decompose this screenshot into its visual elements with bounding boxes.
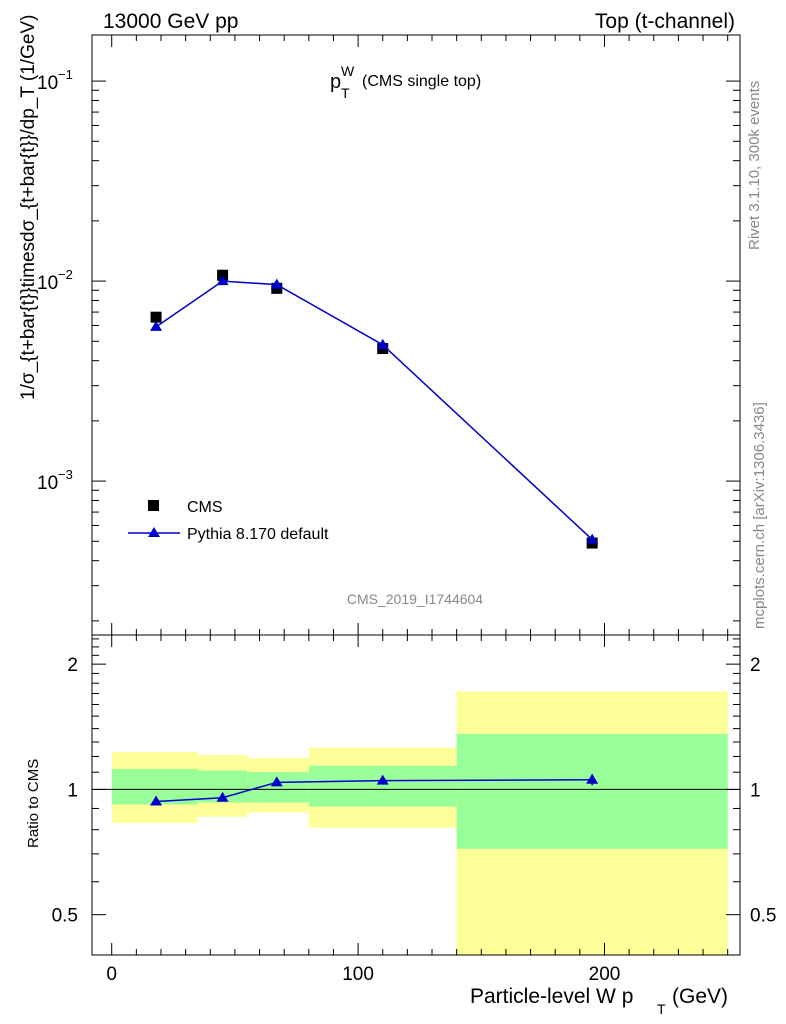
y-tick-label-ratio: 0.5 [52,906,78,927]
ratio-point [270,776,283,787]
pythia-point [216,275,229,286]
x-axis-label: Particle-level W p [470,985,633,1008]
header-left: 13000 GeV pp [103,10,238,33]
y-tick-label-ratio-right: 0.5 [750,906,776,927]
y-tick-label-ratio-right: 2 [750,655,761,676]
plot-title-sub: T [341,85,350,101]
y-tick-label-main-exp: −3 [58,467,73,482]
pythia-point [270,278,283,289]
ratio-bands [111,691,728,955]
band-inner-4 [456,733,728,849]
ratio-y-axis-label: Ratio to CMS [25,759,42,848]
y-tick-label-main: 10 [37,73,58,94]
pythia-point [150,320,163,331]
ratio-plot-frame [91,634,741,956]
main-y-axis-label: 1/σ_{t+bar{t}}timesdσ_{t+bar{t}}/dp_T (1… [18,15,39,400]
plot-title-note: (CMS single top) [362,73,481,90]
legend-mc-marker [148,527,160,537]
legend-cms-label: CMS [187,499,223,516]
y-tick-label-ratio: 1 [67,780,78,801]
cms-point [150,311,162,323]
watermark: CMS_2019_I1744604 [347,591,483,607]
y-tick-label-main: 10 [37,473,58,494]
legend-cms-marker [148,500,159,511]
legend-mc-label: Pythia 8.170 default [187,526,329,543]
side-source-text: mcplots.cern.ch [arXiv:1306.3436] [751,402,768,629]
main-series [150,269,599,549]
x-tick-label: 0 [106,964,117,985]
ratio-point [150,795,163,806]
x-axis-label-sub: T [657,1001,666,1017]
pythia-point [376,338,389,349]
x-tick-label: 100 [342,964,374,985]
y-tick-label-main-exp: −2 [58,267,73,282]
plot-title-sup: W [341,63,355,79]
plot-title: p [330,71,341,93]
ratio-point [216,791,229,802]
main-plot-frame [91,34,741,636]
ratio-series [150,773,599,806]
header-right: Top (t-channel) [595,10,735,33]
y-tick-label-ratio-right: 1 [750,780,761,801]
legend: CMS Pythia 8.170 default [128,499,329,543]
pythia-point [586,533,599,544]
y-tick-label-main-exp: −1 [58,67,73,82]
x-axis-label-main: Particle-level W p [470,985,633,1008]
band-inner-3 [308,765,457,807]
y-tick-label-ratio: 2 [67,655,78,676]
side-rivet-text: Rivet 3.1.10, 300k events [746,81,763,250]
x-tick-label: 200 [589,964,621,985]
ratio-point [376,774,389,785]
x-axis-label-unit: (GeV) [672,985,728,1008]
plot-title-main: p [330,71,341,93]
y-tick-label-main: 10 [37,273,58,294]
